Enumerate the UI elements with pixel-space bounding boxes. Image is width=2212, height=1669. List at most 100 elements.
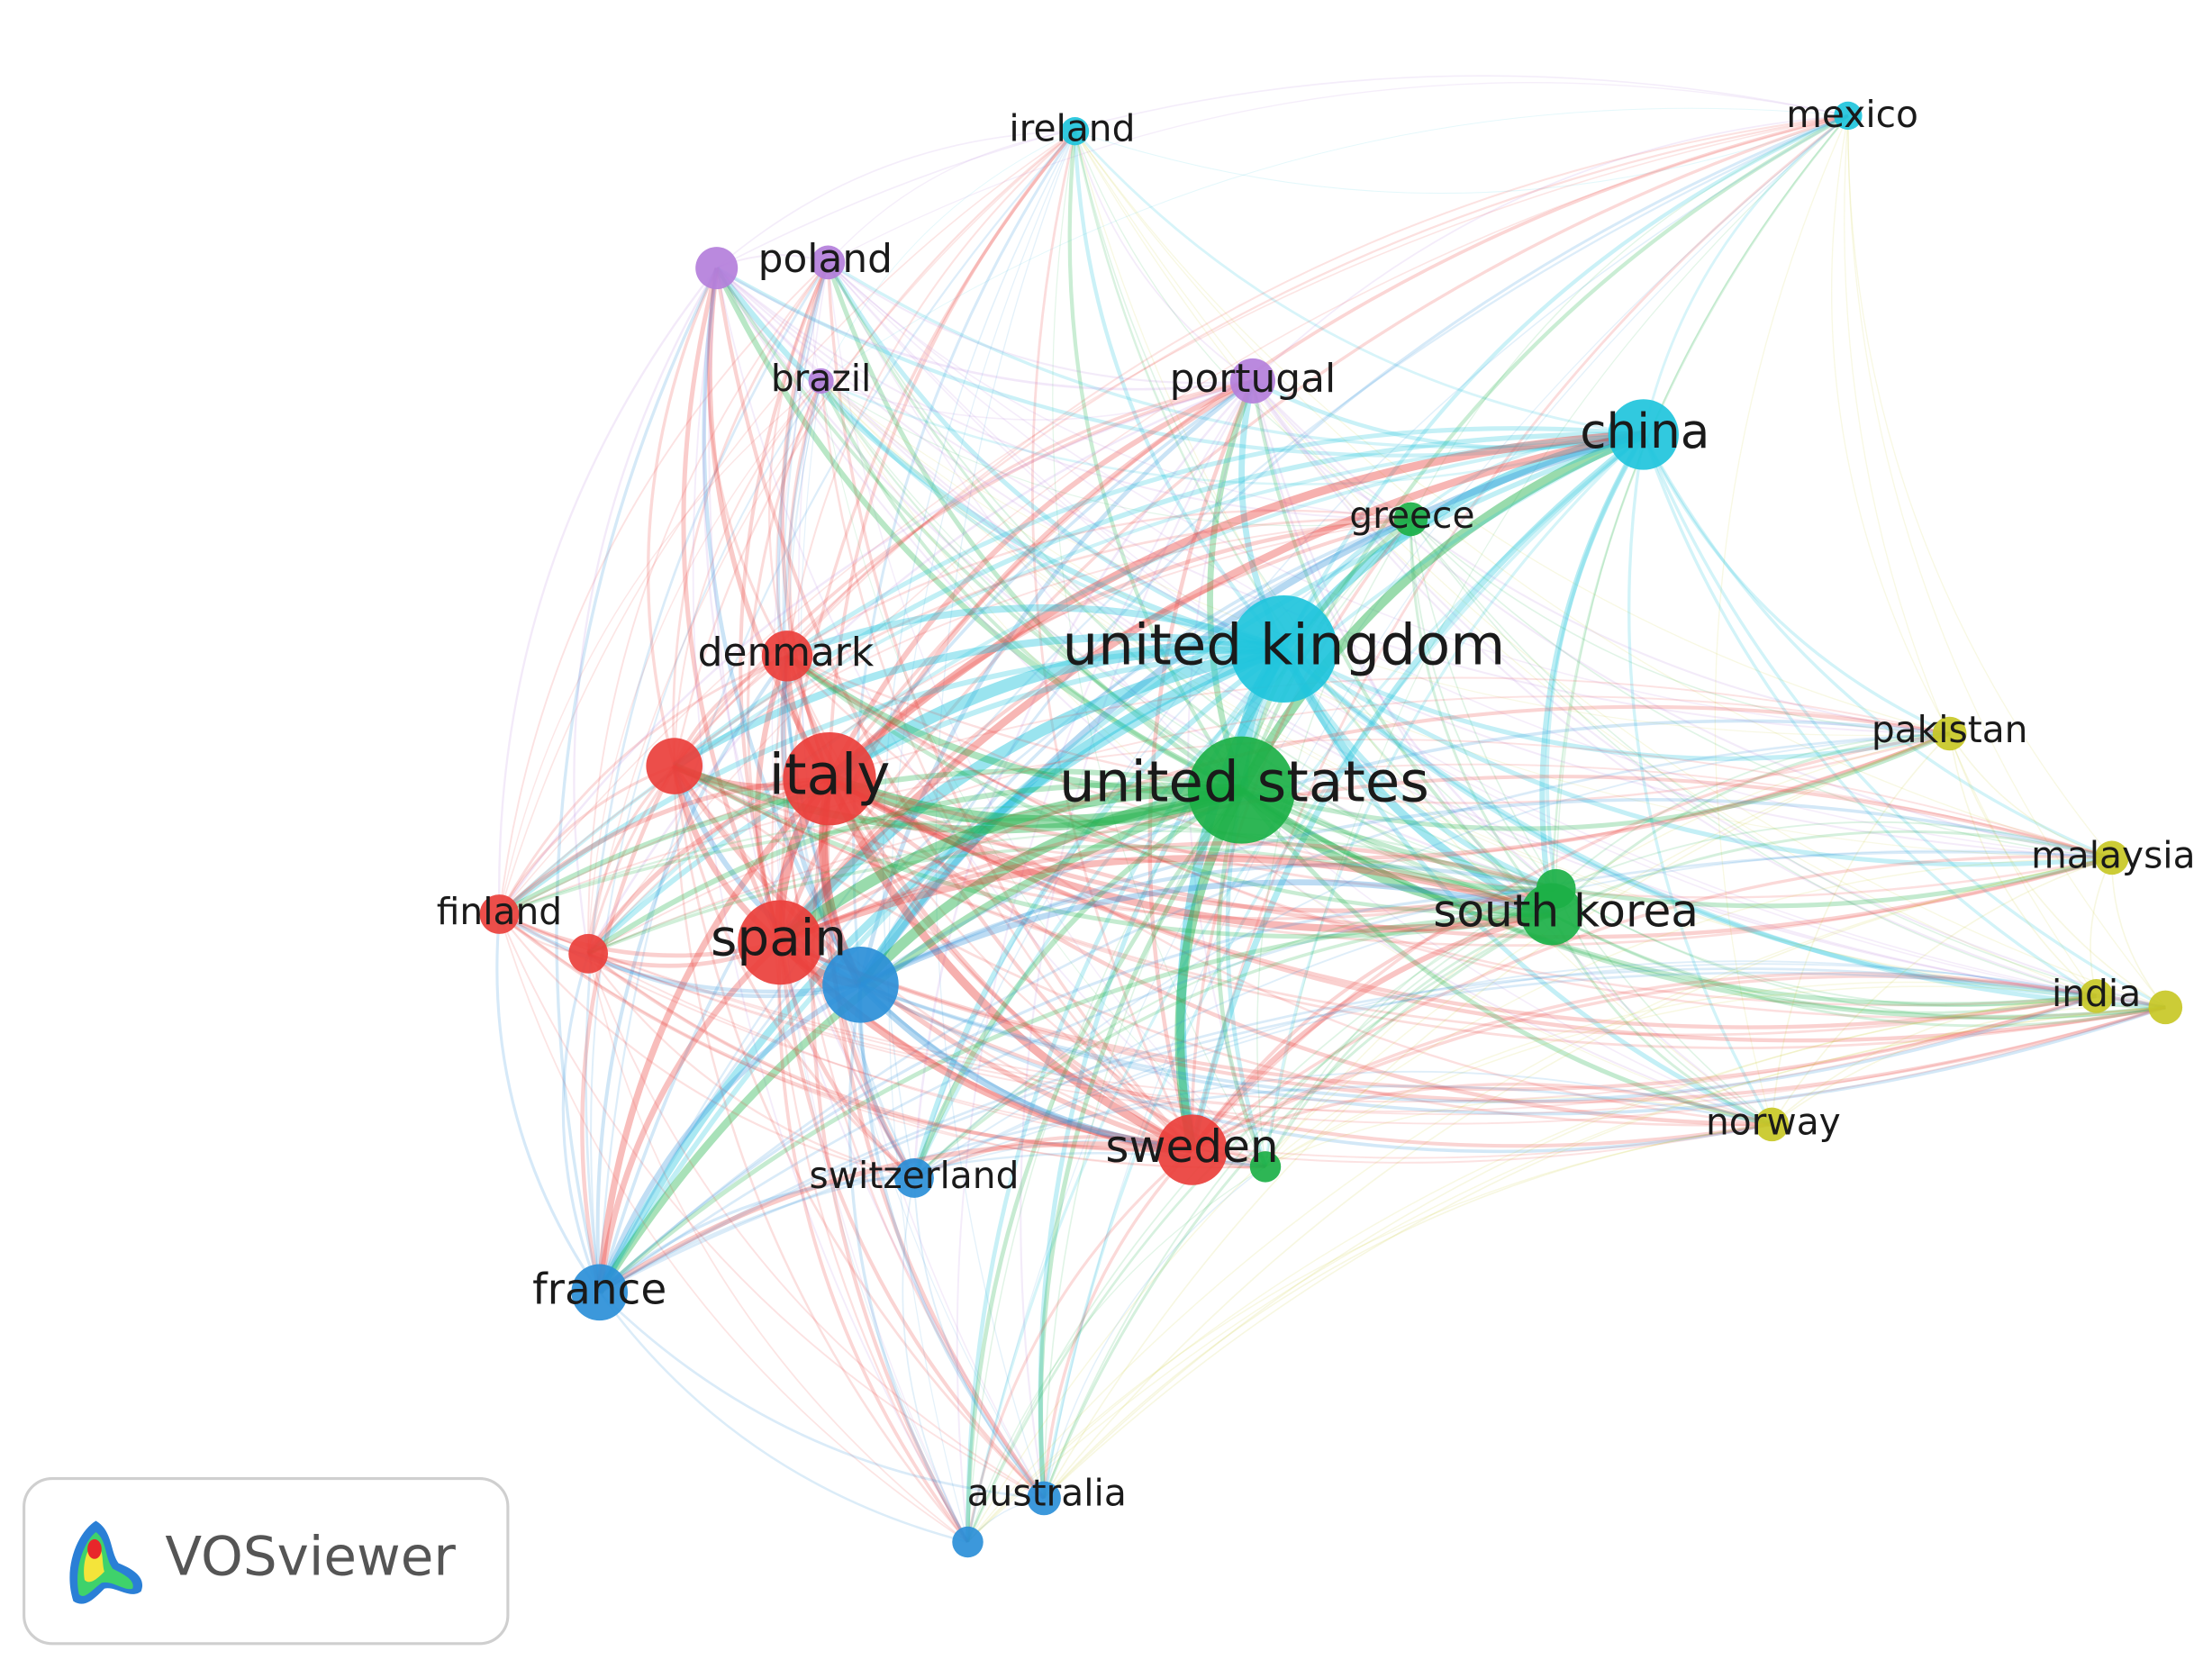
link [779,840,1557,945]
link [966,732,1950,1543]
link [786,655,1556,893]
link [827,261,1253,385]
link [598,1292,968,1544]
link [587,114,1849,955]
link [499,913,2097,1103]
link [857,431,1645,987]
link [1265,114,1849,1167]
link [1555,732,1950,890]
link [1191,975,2166,1152]
link [673,379,1254,767]
link [826,261,1243,793]
link [797,262,1045,1499]
link [673,765,1556,921]
link [1043,1166,1266,1499]
link [829,776,2113,939]
link [856,644,1286,988]
link [596,776,832,1293]
link [819,380,1243,792]
link [820,380,1193,1151]
link [499,913,1772,1159]
link [586,646,1284,957]
link [965,433,1645,1543]
link [1280,430,1645,652]
link [498,432,1644,916]
link [859,863,1557,987]
link [595,655,789,1293]
link [1550,913,1772,1126]
link [1551,830,2113,916]
link [674,765,2113,947]
link [1551,912,2166,1028]
node-label: australia [967,1471,1127,1514]
link [966,1006,2166,1543]
link [715,267,2097,997]
link [965,1148,1193,1543]
link [820,380,1411,527]
link [1642,433,1951,736]
link [1074,131,1254,382]
link [779,940,2166,1104]
logo-icon [69,1520,143,1604]
link [779,775,2113,945]
link [767,261,830,657]
link [587,261,830,954]
link [1251,380,1557,890]
link [1225,648,1286,1168]
link [913,849,2112,1179]
link [495,913,601,1293]
link [499,676,1950,915]
link [859,719,1950,986]
link [1240,787,2113,909]
node [952,1526,984,1558]
link [1948,733,2098,997]
link [779,940,2098,1092]
link [1020,380,1254,1499]
link [497,646,1284,917]
link [1771,857,2113,1125]
link [498,912,1192,1152]
link [858,379,1255,985]
link [580,765,676,1293]
link [707,268,832,781]
link [498,114,1849,915]
link [561,953,602,1293]
link [1409,519,1554,915]
link [913,1135,1193,1180]
link [859,798,2113,986]
link [1240,731,1951,831]
link [1074,131,1557,890]
link [1250,380,1554,916]
link [820,380,1553,916]
node [894,1157,934,1198]
link [597,431,1645,1294]
link [859,983,2098,1103]
link [785,654,1553,917]
node [1027,1481,1061,1516]
link [587,763,2113,955]
node-label: united states [1059,749,1429,815]
link [498,655,788,915]
link [827,262,1266,1167]
link [1042,433,1645,1499]
link [827,261,2112,859]
link [1642,433,2098,998]
node [646,738,703,794]
link [956,380,1254,1543]
node [822,947,899,1023]
link [1190,912,1553,1152]
link [587,844,1553,956]
link [598,518,1411,1293]
link [587,953,969,1543]
link [826,262,1193,1151]
link [598,114,1849,1293]
link [828,82,1849,263]
link [599,1084,1772,1293]
link [820,380,1254,421]
node [1393,502,1428,537]
link [1191,1083,1772,1152]
link [497,776,830,916]
link [1251,380,1772,1126]
link [776,784,1242,948]
